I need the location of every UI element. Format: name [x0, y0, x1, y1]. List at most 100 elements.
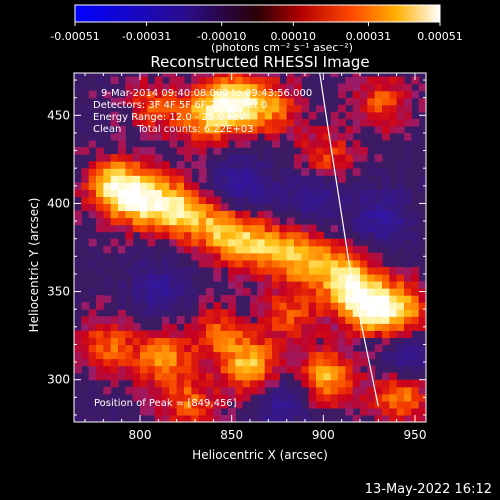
image-pixel	[125, 189, 134, 197]
image-pixel	[374, 76, 383, 85]
image-pixel	[330, 400, 339, 409]
image-pixel	[206, 97, 214, 106]
image-pixel	[250, 90, 258, 99]
image-pixel	[323, 372, 332, 381]
image-pixel	[345, 302, 354, 310]
image-pixel	[250, 323, 258, 331]
image-pixel	[235, 372, 244, 381]
image-pixel	[162, 302, 170, 310]
image-pixel	[191, 330, 200, 338]
image-pixel	[154, 302, 163, 310]
image-pixel	[264, 83, 273, 92]
image-pixel	[213, 393, 222, 402]
image-pixel	[250, 182, 258, 190]
image-pixel	[198, 393, 207, 402]
image-pixel	[176, 365, 185, 374]
image-pixel	[220, 111, 229, 120]
image-pixel	[345, 365, 354, 374]
image-pixel	[132, 288, 141, 296]
image-pixel	[213, 175, 222, 183]
image-pixel	[404, 132, 412, 141]
image-pixel	[220, 337, 229, 346]
image-pixel	[360, 323, 368, 331]
image-pixel	[147, 125, 156, 134]
image-pixel	[154, 372, 163, 381]
image-pixel	[74, 147, 82, 155]
image-pixel	[338, 273, 346, 282]
image-pixel	[272, 407, 280, 416]
image-pixel	[191, 344, 200, 353]
image-pixel	[206, 323, 214, 331]
image-pixel	[360, 266, 368, 275]
image-pixel	[374, 224, 383, 233]
image-pixel	[132, 295, 141, 303]
image-pixel	[352, 118, 361, 127]
image-pixel	[257, 407, 266, 416]
image-pixel	[206, 358, 214, 367]
image-pixel	[367, 280, 376, 289]
image-pixel	[272, 259, 280, 268]
image-pixel	[140, 73, 148, 78]
image-pixel	[169, 73, 178, 78]
image-pixel	[242, 118, 251, 127]
image-pixel	[125, 97, 134, 106]
image-pixel	[220, 203, 229, 212]
image-pixel	[110, 238, 119, 247]
image-pixel	[367, 259, 376, 268]
image-pixel	[382, 386, 390, 395]
image-pixel	[125, 266, 134, 275]
image-pixel	[140, 175, 148, 183]
image-pixel	[147, 351, 156, 360]
image-pixel	[352, 337, 361, 346]
image-pixel	[96, 175, 104, 183]
image-pixel	[235, 344, 244, 353]
image-pixel	[103, 217, 112, 226]
image-pixel	[220, 132, 229, 141]
image-pixel	[213, 83, 222, 92]
image-pixel	[308, 372, 317, 381]
image-pixel	[374, 97, 383, 106]
image-pixel	[88, 132, 97, 141]
image-pixel	[103, 330, 112, 338]
image-pixel	[418, 323, 426, 331]
image-pixel	[330, 217, 339, 226]
image-pixel	[360, 259, 368, 268]
image-pixel	[382, 372, 390, 381]
image-pixel	[140, 196, 148, 205]
image-pixel	[228, 182, 236, 190]
image-pixel	[96, 154, 104, 162]
image-pixel	[191, 90, 200, 99]
image-pixel	[279, 224, 288, 233]
image-pixel	[176, 189, 185, 197]
image-pixel	[294, 132, 302, 141]
image-pixel	[411, 337, 420, 346]
image-pixel	[154, 288, 163, 296]
image-pixel	[360, 245, 368, 254]
image-pixel	[316, 238, 324, 247]
image-pixel	[389, 302, 398, 310]
image-pixel	[264, 161, 273, 169]
image-pixel	[360, 104, 368, 113]
image-pixel	[235, 111, 244, 120]
image-pixel	[404, 231, 412, 240]
image-pixel	[176, 83, 185, 92]
image-pixel	[198, 132, 207, 141]
image-pixel	[382, 217, 390, 226]
image-pixel	[294, 125, 302, 134]
image-pixel	[198, 189, 207, 197]
image-pixel	[88, 316, 97, 324]
image-pixel	[74, 414, 82, 422]
image-pixel	[286, 358, 295, 367]
image-pixel	[140, 372, 148, 381]
image-pixel	[169, 90, 178, 99]
image-pixel	[345, 288, 354, 296]
image-pixel	[316, 295, 324, 303]
image-pixel	[338, 245, 346, 254]
image-pixel	[103, 125, 112, 134]
image-pixel	[250, 309, 258, 317]
image-pixel	[132, 344, 141, 353]
image-pixel	[235, 337, 244, 346]
image-pixel	[88, 386, 97, 395]
image-pixel	[191, 132, 200, 141]
image-pixel	[147, 393, 156, 402]
